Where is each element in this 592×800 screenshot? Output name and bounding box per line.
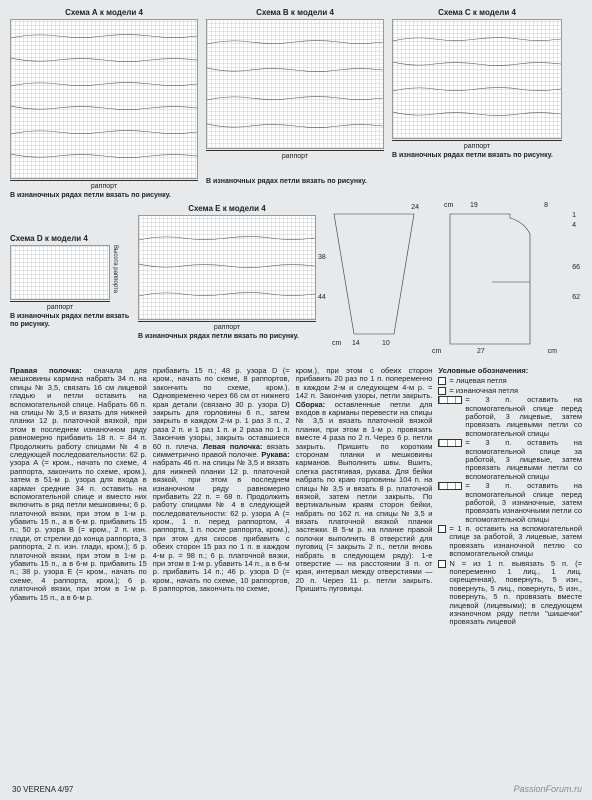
legend-symbol <box>438 377 446 385</box>
legend-item: = 3 п. оставить на вспомогательной спице… <box>438 482 582 524</box>
scheme-e-title: Схема Е к модели 4 <box>138 204 316 213</box>
legend-text: = 3 п. оставить на вспомогательной спице… <box>465 439 582 481</box>
legend-text: = 3 п. оставить на вспомогательной спице… <box>465 482 582 524</box>
legend-text: = изнаночная петля <box>449 387 518 395</box>
note-c: В изнаночных рядах петли вязать по рисун… <box>392 152 562 160</box>
legend-item: = лицевая петля <box>438 377 582 385</box>
scheme-b-grid <box>206 19 384 149</box>
rapport-d: раппорт <box>10 304 110 311</box>
legend-symbol <box>438 525 446 533</box>
legend-text: = 3 п. оставить на вспомогательной спице… <box>465 396 582 438</box>
scheme-a-title: Схема А к модели 4 <box>10 8 198 17</box>
scheme-d: Схема D к модели 4 Высота раппорта раппо… <box>10 234 130 359</box>
legend-symbol <box>438 396 462 404</box>
height-rapport: Высота раппорта <box>112 245 118 300</box>
sleeve-diagram: 24 38 44 cm 14 10 <box>324 204 424 359</box>
legend-symbol <box>438 439 462 447</box>
rapport-e: раппорт <box>138 324 316 331</box>
legend-item: = 1 п. оставить на вспомогательной спице… <box>438 525 582 559</box>
legend-title: Условные обозначения: <box>438 367 582 375</box>
legend-text: = 1 п. оставить на вспомогательной спице… <box>449 525 582 559</box>
scheme-a-grid <box>10 19 198 179</box>
legend: Условные обозначения: = лицевая петля = и… <box>438 367 582 628</box>
body-diagram: cm 19 8 1 4 66 62 cm 27 cm <box>432 204 572 359</box>
legend-item: = изнаночная петля <box>438 387 582 395</box>
scheme-b-title: Схема В к модели 4 <box>206 8 384 17</box>
legend-item: = 3 п. оставить на вспомогательной спице… <box>438 439 582 481</box>
col3: кром.), при этом с обеих сторон прибавит… <box>296 367 433 628</box>
scheme-a: Схема А к модели 4 раппорт В изнаночных … <box>10 8 198 200</box>
note-d: В изнаночных рядах петли вязать по рисун… <box>10 313 130 329</box>
note-a: В изнаночных рядах петли вязать по рисун… <box>10 192 198 200</box>
scheme-c: Схема С к модели 4 раппорт В изнаночных … <box>392 8 562 200</box>
legend-text: N = из 1 п. вывязать 5 п. (= попеременно… <box>449 560 582 627</box>
note-b: В изнаночных рядах петли вязать по рисун… <box>206 178 384 186</box>
rapport-a: раппорт <box>10 183 198 190</box>
col1: Правая полочка: сначала для мешковины ка… <box>10 367 147 628</box>
legend-item: N = из 1 п. вывязать 5 п. (= попеременно… <box>438 560 582 627</box>
scheme-c-title: Схема С к модели 4 <box>392 8 562 17</box>
scheme-e: Схема Е к модели 4 раппорт В изнаночных … <box>138 204 316 359</box>
scheme-e-grid <box>138 215 316 320</box>
scheme-b: Схема В к модели 4 раппорт В изнаночных … <box>206 8 384 200</box>
rapport-c: раппорт <box>392 143 562 150</box>
watermark: PassionForum.ru <box>513 784 582 794</box>
page-footer: 30 VERENA 4/97 <box>12 785 73 794</box>
rapport-b: раппорт <box>206 153 384 160</box>
wave-line <box>11 32 197 40</box>
scheme-c-grid <box>392 19 562 139</box>
legend-symbol <box>438 560 446 568</box>
legend-symbol <box>438 387 446 395</box>
legend-symbol <box>438 482 462 490</box>
legend-text: = лицевая петля <box>449 377 506 385</box>
text-columns: Правая полочка: сначала для мешковины ка… <box>10 367 582 628</box>
legend-item: = 3 п. оставить на вспомогательной спице… <box>438 396 582 438</box>
col2: прибавить 15 п.; 48 р. узора D (= кром.,… <box>153 367 290 628</box>
scheme-d-grid <box>10 245 110 300</box>
note-e: В изнаночных рядах петли вязать по рисун… <box>138 333 316 341</box>
scheme-d-title: Схема D к модели 4 <box>10 234 130 243</box>
